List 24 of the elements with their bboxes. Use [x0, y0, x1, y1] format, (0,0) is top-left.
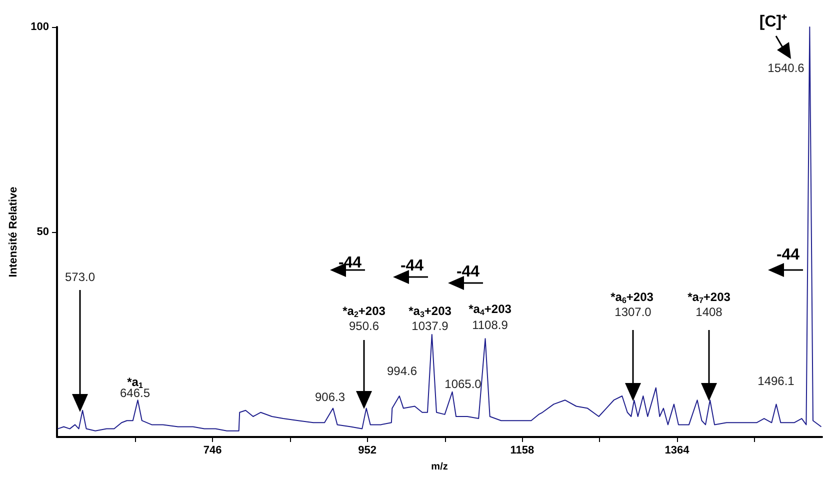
- annotation: 994.6: [386, 364, 418, 378]
- annotation: 1496.1: [758, 374, 795, 388]
- annotation: 906.3: [314, 390, 346, 404]
- x-tick-label: 952: [358, 444, 377, 456]
- annotation: [C]⁺: [759, 14, 788, 30]
- annotation: 573.0: [64, 270, 96, 284]
- x-tick-label: 1364: [664, 444, 690, 456]
- y-tick-label: 50: [36, 226, 49, 238]
- annotation: 950.6: [348, 319, 380, 333]
- x-axis-title: m/z: [431, 462, 448, 472]
- y-tick-label: 100: [30, 21, 49, 33]
- annotation: -44: [776, 246, 800, 264]
- x-tick-label: 1158: [510, 444, 534, 456]
- annotation: 1065.0: [444, 377, 482, 391]
- annotation: 1540.6: [768, 61, 805, 75]
- annotation: -44: [338, 254, 362, 272]
- annotation: -44: [400, 258, 424, 274]
- x-tick-label: 746: [203, 444, 222, 456]
- annotation: 1408: [696, 305, 723, 319]
- annotation: 1037.9: [412, 319, 449, 333]
- annotation: 1108.9: [472, 318, 508, 332]
- annotation: 1307.0: [614, 305, 652, 319]
- annotation: -44: [456, 264, 480, 280]
- y-axis-title: Intensité Relative: [8, 186, 20, 278]
